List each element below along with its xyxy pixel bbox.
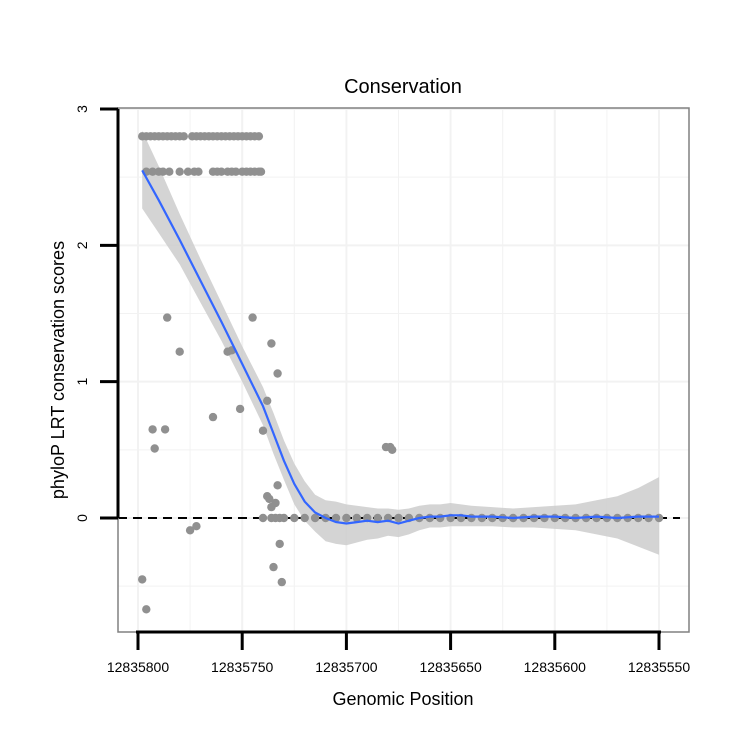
data-point [148, 425, 157, 434]
data-point [138, 575, 147, 584]
data-point [529, 513, 539, 523]
data-point [300, 513, 309, 523]
data-point [277, 577, 286, 587]
data-point [150, 444, 159, 453]
data-point [342, 513, 351, 523]
y-axis-label: phyloP LRT conservation scores [48, 241, 68, 499]
data-point [248, 313, 257, 322]
y-tick-label: 0 [74, 514, 90, 522]
data-point [194, 167, 203, 176]
x-tick-label: 12835700 [315, 659, 378, 675]
data-point [208, 412, 218, 422]
data-point [263, 396, 272, 405]
data-point [436, 513, 445, 523]
y-tick-label: 3 [74, 105, 90, 113]
data-point [373, 513, 382, 523]
x-axis: 12835800 12835750 12835700 12835650 12835600… [107, 630, 691, 675]
smooth-trend-line [141, 169, 659, 525]
data-point [477, 513, 487, 523]
data-point [183, 167, 193, 176]
data-point [394, 513, 403, 523]
x-tick-label: 12835800 [107, 659, 170, 675]
data-point [290, 513, 299, 523]
data-points-layer [138, 132, 664, 614]
data-point [185, 526, 195, 535]
data-point [654, 513, 664, 523]
data-point [273, 369, 282, 378]
data-point [158, 167, 168, 176]
x-tick-label: 12835750 [211, 659, 274, 675]
data-point [160, 425, 170, 434]
x-axis-label: Genomic Position [332, 689, 473, 709]
data-point [217, 167, 226, 176]
data-point [388, 445, 397, 454]
confidence-band [142, 130, 659, 555]
data-point [467, 513, 476, 523]
data-point [142, 605, 151, 614]
data-point [256, 167, 266, 176]
data-point [310, 513, 320, 523]
data-point [269, 562, 278, 572]
data-point [231, 167, 241, 176]
data-point [254, 132, 264, 141]
data-point [148, 167, 157, 176]
data-point [550, 513, 559, 523]
data-point [258, 513, 268, 523]
x-tick-label: 12835650 [419, 659, 482, 675]
data-point [644, 513, 653, 523]
data-point [235, 404, 245, 414]
data-point [271, 498, 280, 508]
data-point [258, 426, 268, 435]
data-point [279, 513, 289, 523]
y-axis: 0 1 2 3 [74, 105, 120, 522]
grid-lines [118, 108, 689, 632]
data-point [352, 513, 361, 523]
data-point [275, 539, 284, 549]
data-point [273, 481, 282, 490]
confidence-band-layer [142, 130, 659, 555]
data-point [265, 494, 274, 504]
data-point [271, 513, 280, 523]
panel-border [117, 107, 690, 633]
data-point [592, 513, 601, 523]
x-tick-label: 12835600 [524, 659, 587, 675]
data-point [179, 132, 188, 141]
data-point [540, 513, 549, 523]
data-point [175, 347, 184, 356]
y-tick-label: 1 [74, 378, 90, 386]
x-tick-label: 12835550 [628, 659, 691, 675]
data-point [488, 513, 497, 523]
data-point [634, 513, 643, 523]
data-point [163, 313, 172, 322]
y-tick-label: 2 [74, 241, 90, 249]
data-point [267, 339, 276, 348]
chart-title: Conservation [344, 76, 462, 98]
data-point [175, 167, 184, 176]
data-point [165, 167, 174, 176]
data-point [192, 522, 201, 531]
